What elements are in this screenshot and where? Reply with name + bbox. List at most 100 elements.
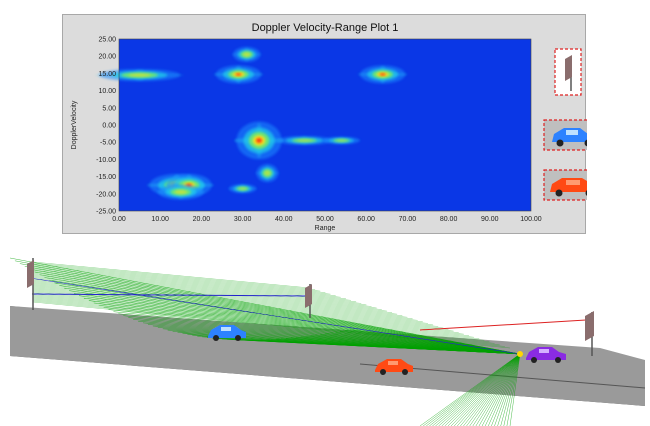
- radar-ray: [32, 295, 480, 339]
- radar-ray: [444, 353, 521, 426]
- radar-ray: [32, 266, 336, 296]
- radar-ray: [491, 353, 521, 426]
- radar-ray: [32, 268, 346, 299]
- radar-ray: [24, 266, 521, 355]
- x-tick-label: 70.00: [399, 216, 417, 223]
- plot-frame: [118, 38, 532, 212]
- y-tick-label: -25.00: [96, 209, 116, 216]
- detection-blob: [274, 135, 335, 146]
- detection-blob: [227, 184, 258, 194]
- radar-ray: [32, 284, 423, 323]
- sign-pole-icon: [305, 284, 312, 318]
- x-tick-label: 30.00: [234, 216, 252, 223]
- radar-ray: [457, 353, 521, 426]
- radar-ray: [441, 353, 521, 426]
- radar-ray: [503, 353, 521, 426]
- radar-ray: [488, 353, 521, 426]
- legend-sign-pole: [554, 48, 582, 96]
- radar-ray: [484, 353, 521, 426]
- red-signal-line: [419, 319, 587, 331]
- radar-ray: [32, 291, 459, 333]
- radar-ray: [432, 353, 521, 426]
- y-tick-label: 0.00: [102, 123, 116, 130]
- radar-ray: [32, 283, 418, 321]
- radar-ray: [472, 353, 521, 426]
- detection-blob: [213, 65, 264, 84]
- y-axis-label: DopplerVelocity: [71, 100, 78, 149]
- y-tick-label: -5.00: [100, 140, 116, 147]
- radar-ray: [481, 353, 521, 426]
- simulation-scene: [9, 257, 646, 426]
- radar-ray: [506, 353, 521, 426]
- radar-ray: [500, 353, 521, 426]
- orange-car-icon: [550, 178, 587, 197]
- radar-ray: [32, 292, 464, 335]
- radar-rays: [9, 257, 521, 426]
- radar-ray: [453, 353, 521, 426]
- radar-ray: [475, 353, 521, 426]
- sign-pole-icon: [565, 55, 572, 91]
- radar-ray: [349, 329, 521, 355]
- radar-ray: [32, 276, 382, 310]
- radar-ray: [509, 353, 521, 426]
- radar-ray: [32, 297, 490, 343]
- radar-ray: [32, 274, 372, 307]
- radar-ray: [32, 294, 475, 338]
- radar-ray: [422, 353, 521, 426]
- purple-car-icon: [526, 347, 566, 363]
- chart-title: Doppler Velocity-Range Plot 1: [252, 22, 399, 34]
- radar-ray: [32, 296, 485, 341]
- radar-ray: [32, 267, 341, 298]
- detection-blob: [321, 136, 362, 145]
- x-tick-label: 90.00: [481, 216, 499, 223]
- x-tick-label: 50.00: [316, 216, 334, 223]
- radar-ray: [32, 264, 326, 293]
- y-tick-label: 15.00: [98, 71, 116, 78]
- radar-ray: [419, 353, 521, 426]
- blue-signal-line: [31, 293, 309, 297]
- radar-ray: [32, 270, 352, 301]
- plot-area: [95, 38, 532, 212]
- radar-ray: [32, 288, 444, 329]
- radar-emitter: [517, 351, 523, 357]
- legend-blue-car: [543, 119, 587, 151]
- doppler-chart: Doppler Velocity-Range Plot 1 0.00 10.00 2…: [71, 22, 587, 232]
- detection-blob: [234, 121, 284, 160]
- radar-ray: [466, 353, 521, 426]
- detection-blob: [156, 184, 206, 200]
- x-tick-label: 80.00: [440, 216, 458, 223]
- detection-blob: [357, 65, 408, 84]
- y-axis-ticks: 25.00 20.00 15.00 10.00 5.00 0.00 -5.00 -10.00 -…: [96, 37, 116, 216]
- radar-ray: [59, 285, 521, 355]
- radar-ray: [32, 279, 398, 315]
- y-tick-label: -10.00: [96, 157, 116, 164]
- detections-layer: [95, 46, 408, 200]
- radar-ray: [32, 265, 331, 295]
- x-tick-label: 0.00: [112, 216, 126, 223]
- y-tick-label: 10.00: [98, 88, 116, 95]
- radar-ray: [32, 300, 505, 347]
- radar-ray: [32, 293, 469, 336]
- x-tick-label: 100.00: [520, 216, 542, 223]
- radar-ray: [463, 353, 521, 426]
- radar-ray: [426, 353, 521, 426]
- blue-signal-line: [29, 277, 521, 355]
- radar-ray: [438, 353, 521, 426]
- y-tick-label: 5.00: [102, 105, 116, 112]
- radar-ray: [32, 286, 434, 326]
- radar-ray: [32, 262, 316, 290]
- radar-ray: [469, 353, 521, 426]
- radar-ray: [478, 353, 521, 426]
- radar-ray: [32, 261, 311, 289]
- radar-ray: [32, 299, 500, 346]
- x-tick-label: 60.00: [357, 216, 375, 223]
- radar-ray: [32, 281, 408, 318]
- radar-ray: [32, 280, 403, 316]
- orange-car-icon: [375, 359, 413, 375]
- x-axis-ticks: 0.00 10.00 20.00 30.00 40.00 50.00 60.00 70.00 8…: [112, 216, 542, 223]
- x-tick-label: 40.00: [275, 216, 293, 223]
- radar-ray: [460, 353, 521, 426]
- radar-ray: [429, 353, 521, 426]
- radar-ray: [447, 353, 521, 426]
- blue-car-icon: [208, 325, 246, 341]
